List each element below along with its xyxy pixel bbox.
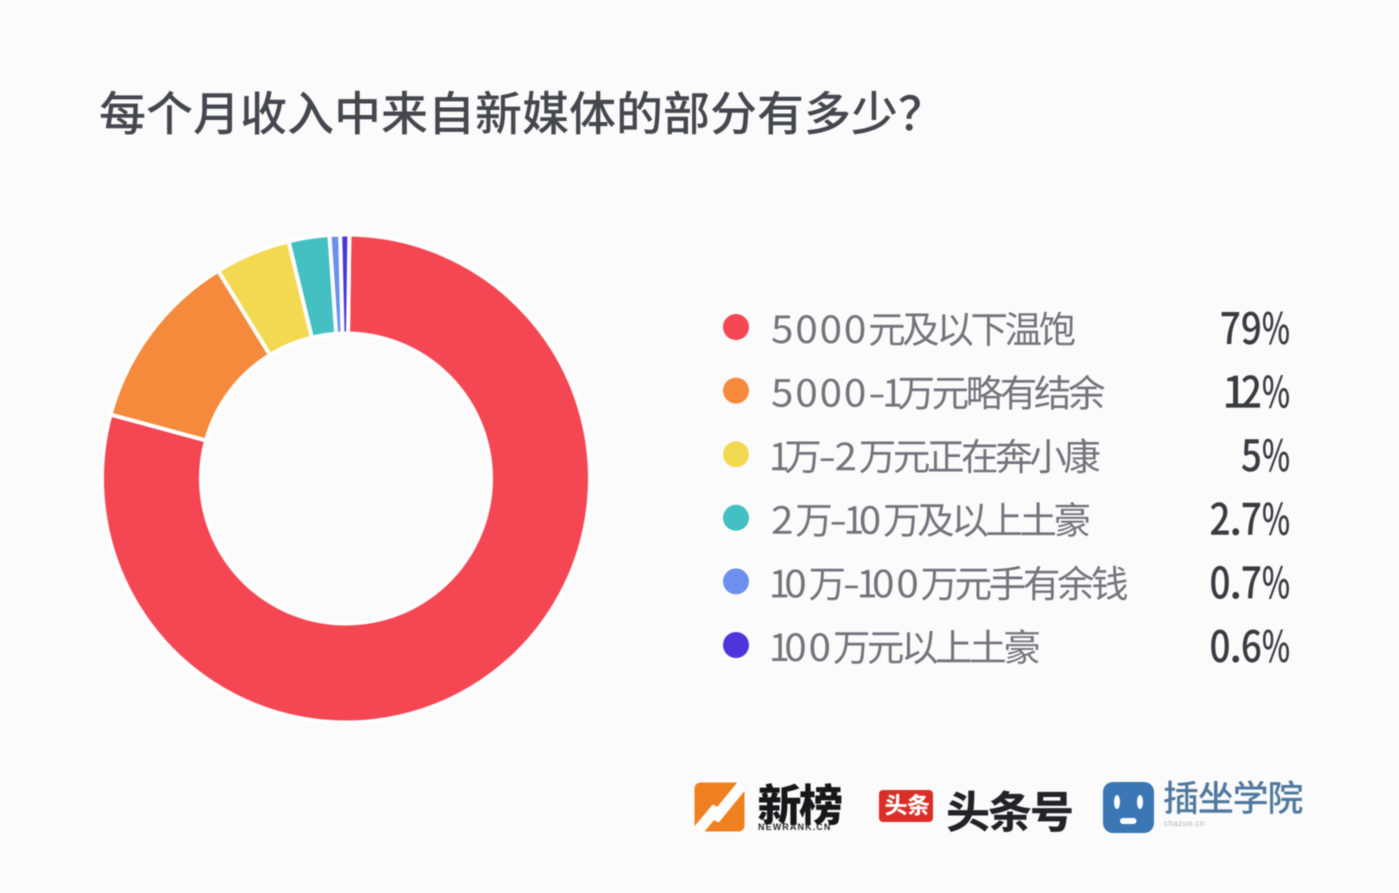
svg-text:chazuo.cn: chazuo.cn <box>1164 819 1205 828</box>
svg-text:NEWRANK.CN: NEWRANK.CN <box>758 822 832 832</box>
